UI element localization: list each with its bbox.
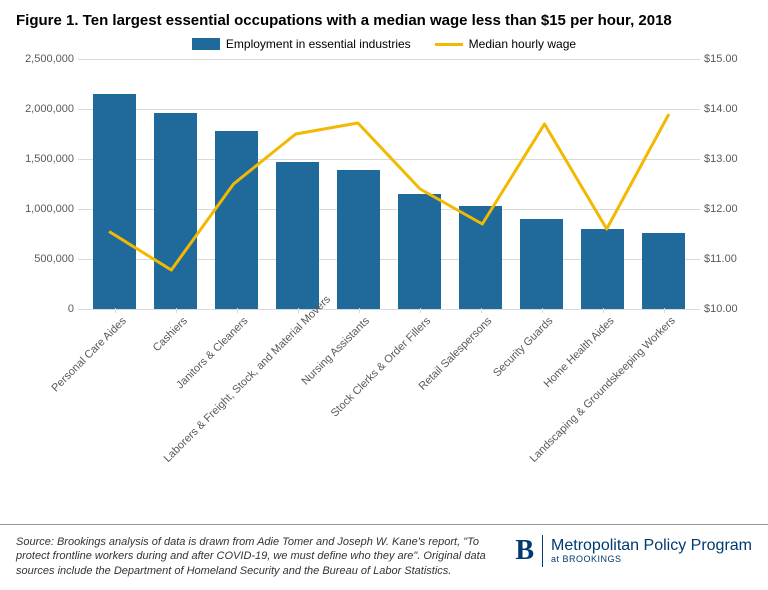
y-left-tick: 1,000,000 <box>18 203 74 215</box>
legend-item-bar: Employment in essential industries <box>192 37 411 51</box>
chart-area: 0500,0001,000,0001,500,0002,000,0002,500… <box>16 59 752 459</box>
y-right-tick: $14.00 <box>704 103 760 115</box>
y-right-tick: $13.00 <box>704 153 760 165</box>
y-axis-left: 0500,0001,000,0001,500,0002,000,0002,500… <box>16 59 78 309</box>
footer: Source: Brookings analysis of data is dr… <box>0 524 768 590</box>
plot-area <box>78 59 700 309</box>
x-axis-labels: Personal Care AidesCashiersJanitors & Cl… <box>78 309 700 310</box>
y-left-tick: 2,500,000 <box>18 53 74 65</box>
brand-sub: at BROOKINGS <box>551 555 752 565</box>
legend-item-line: Median hourly wage <box>435 37 576 51</box>
y-left-tick: 2,000,000 <box>18 103 74 115</box>
line-series <box>78 59 700 309</box>
chart-title: Figure 1. Ten largest essential occupati… <box>0 0 768 33</box>
y-left-tick: 500,000 <box>18 253 74 265</box>
y-right-tick: $12.00 <box>704 203 760 215</box>
brand-letter-icon: B <box>515 535 543 567</box>
brand-text: Metropolitan Policy Program at BROOKINGS <box>551 537 752 564</box>
legend-swatch-line <box>435 43 463 46</box>
legend-swatch-bar <box>192 38 220 50</box>
y-right-tick: $11.00 <box>704 253 760 265</box>
x-label: Stock Clerks & Order Fillers <box>329 315 433 419</box>
legend-label-bar: Employment in essential industries <box>226 37 411 51</box>
y-left-tick: 0 <box>18 303 74 315</box>
y-left-tick: 1,500,000 <box>18 153 74 165</box>
y-right-tick: $10.00 <box>704 303 760 315</box>
line-path <box>109 114 669 270</box>
x-label: Cashiers <box>150 315 189 354</box>
x-label: Personal Care Aides <box>49 315 128 394</box>
x-label: Security Guards <box>491 315 555 379</box>
y-axis-right: $10.00$11.00$12.00$13.00$14.00$15.00 <box>700 59 752 309</box>
legend-label-line: Median hourly wage <box>469 37 576 51</box>
brand-main: Metropolitan Policy Program <box>551 537 752 555</box>
y-right-tick: $15.00 <box>704 53 760 65</box>
legend: Employment in essential industries Media… <box>0 33 768 59</box>
brand-block: B Metropolitan Policy Program at BROOKIN… <box>515 535 752 567</box>
source-text: Source: Brookings analysis of data is dr… <box>16 535 499 578</box>
